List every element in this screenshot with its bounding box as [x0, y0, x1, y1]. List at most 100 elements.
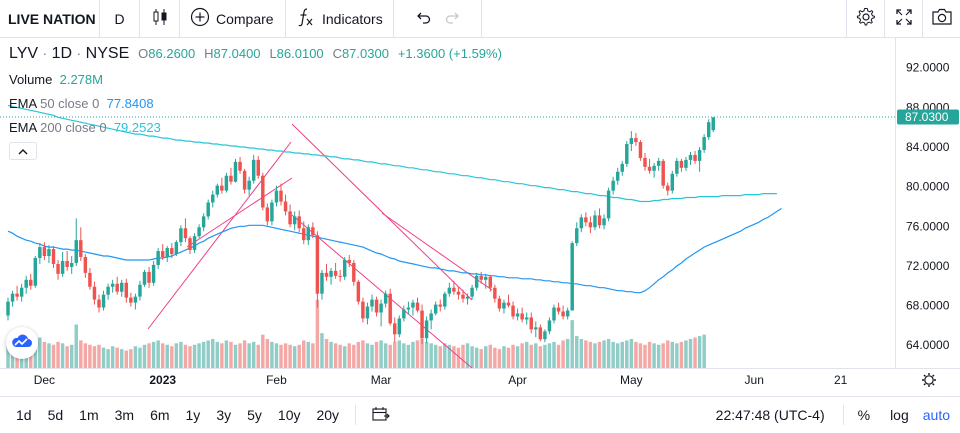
- chart-type-button[interactable]: [140, 0, 180, 38]
- interval-label: D: [114, 10, 125, 27]
- volume-bar: [283, 343, 288, 368]
- candle: [452, 280, 456, 295]
- candle: [101, 290, 106, 311]
- range-button-5y[interactable]: 5y: [247, 407, 262, 423]
- x-axis[interactable]: Dec 2023 Feb Mar Apr May Jun 21: [34, 373, 848, 387]
- candle: [470, 284, 474, 300]
- y-tick-label: 80.0000: [906, 180, 950, 194]
- candle: [311, 222, 315, 239]
- candle: [484, 273, 488, 289]
- volume-bar: [452, 346, 456, 368]
- percent-toggle[interactable]: %: [857, 407, 871, 423]
- candle: [201, 213, 206, 232]
- redo-icon[interactable]: [445, 9, 461, 28]
- range-button-3y[interactable]: 3y: [216, 407, 232, 423]
- candle: [15, 285, 19, 301]
- volume-bar: [484, 346, 488, 368]
- interval-button[interactable]: D: [100, 0, 140, 38]
- range-button-20y[interactable]: 20y: [316, 407, 340, 423]
- bottom-toolbar: 1d 5d 1m 3m 6m 1y 3y 5y 10y 20y 22:47:48 (UTC-4) …: [0, 396, 960, 433]
- volume-legend[interactable]: Volume 2.278M: [9, 72, 103, 87]
- candle: [256, 155, 260, 179]
- date-range-button[interactable]: [364, 401, 398, 429]
- volume-bar: [397, 340, 402, 368]
- candle: [129, 292, 133, 307]
- clock-time[interactable]: 22:47:48 (UTC-4): [715, 407, 825, 423]
- trend-line[interactable]: [291, 214, 473, 368]
- candle: [584, 212, 588, 227]
- axis-settings-button[interactable]: [922, 373, 936, 387]
- candles-icon: [151, 8, 169, 29]
- candle: [393, 317, 397, 343]
- indicators-button[interactable]: Indicators: [286, 0, 394, 38]
- symbol-search-button[interactable]: LIVE NATION: [0, 0, 100, 38]
- snapshot-button[interactable]: [922, 0, 960, 38]
- trend-line[interactable]: [291, 123, 473, 301]
- fullscreen-button[interactable]: [884, 0, 922, 38]
- cloud-logo-icon: [11, 333, 33, 354]
- candle: [19, 283, 24, 302]
- candle: [6, 297, 10, 321]
- candle: [397, 315, 402, 338]
- ema200-legend[interactable]: EMA 200 close 0 79.2523: [9, 120, 161, 135]
- settings-button[interactable]: [846, 0, 884, 38]
- volume-bar: [10, 346, 15, 368]
- range-button-5d[interactable]: 5d: [47, 407, 64, 423]
- ema200-params: 200 close 0: [40, 120, 107, 135]
- range-button-3m[interactable]: 3m: [114, 407, 135, 423]
- compare-button[interactable]: Compare: [180, 0, 286, 38]
- volume-bar: [315, 299, 320, 368]
- trend-channels: [147, 123, 493, 368]
- candle: [406, 301, 411, 315]
- x-tick-label: 21: [834, 373, 848, 387]
- log-toggle[interactable]: log: [890, 407, 909, 423]
- candle: [110, 279, 115, 293]
- divider: [355, 405, 357, 425]
- y-tick-label: 76.0000: [906, 219, 950, 233]
- volume-bar: [6, 344, 10, 368]
- y-tick-label: 68.0000: [906, 299, 950, 313]
- volume-bar: [688, 338, 693, 368]
- candle: [666, 182, 670, 196]
- candle: [543, 329, 547, 343]
- tradingview-logo-button[interactable]: [6, 327, 38, 359]
- candle: [561, 305, 565, 320]
- candle: [388, 288, 392, 326]
- volume-bar: [684, 340, 688, 368]
- candle: [92, 281, 97, 305]
- candle: [261, 172, 265, 211]
- volume-bar: [488, 344, 493, 368]
- range-button-1d[interactable]: 1d: [16, 407, 32, 423]
- volume-bar: [288, 344, 292, 368]
- auto-toggle[interactable]: auto: [922, 407, 950, 423]
- candle: [647, 158, 652, 174]
- collapse-legend-button[interactable]: [9, 142, 37, 160]
- volume-bar: [60, 343, 65, 368]
- volume-bar: [56, 341, 60, 368]
- change-value: +1.3600 (+1.59%): [397, 46, 502, 61]
- volume-bar: [69, 344, 74, 368]
- candle: [60, 252, 65, 277]
- legend-symbol[interactable]: LYV: [9, 45, 39, 62]
- trend-line[interactable]: [381, 212, 493, 291]
- range-button-1m[interactable]: 1m: [79, 407, 99, 423]
- candle: [115, 276, 119, 295]
- candle: [684, 156, 688, 171]
- toolbar-right: [846, 0, 960, 38]
- range-button-10y[interactable]: 10y: [277, 407, 301, 423]
- trend-line[interactable]: [186, 177, 293, 248]
- undo-redo-group: [394, 0, 482, 38]
- volume-bar: [625, 340, 629, 368]
- volume-bar: [593, 343, 597, 368]
- trend-line[interactable]: [147, 141, 292, 330]
- y-axis[interactable]: 92.000088.000084.000080.000076.000072.00…: [906, 61, 950, 352]
- range-button-1y[interactable]: 1y: [185, 407, 201, 423]
- volume-bar: [192, 344, 197, 368]
- ema50-legend[interactable]: EMA 50 close 0 77.8408: [9, 96, 154, 111]
- volume-bar: [629, 338, 634, 368]
- volume-bar: [424, 341, 429, 368]
- candle: [493, 284, 497, 303]
- range-button-6m[interactable]: 6m: [150, 407, 170, 423]
- price-chart[interactable]: 92.000088.000084.000080.000076.000072.00…: [0, 38, 960, 396]
- undo-icon[interactable]: [415, 9, 431, 28]
